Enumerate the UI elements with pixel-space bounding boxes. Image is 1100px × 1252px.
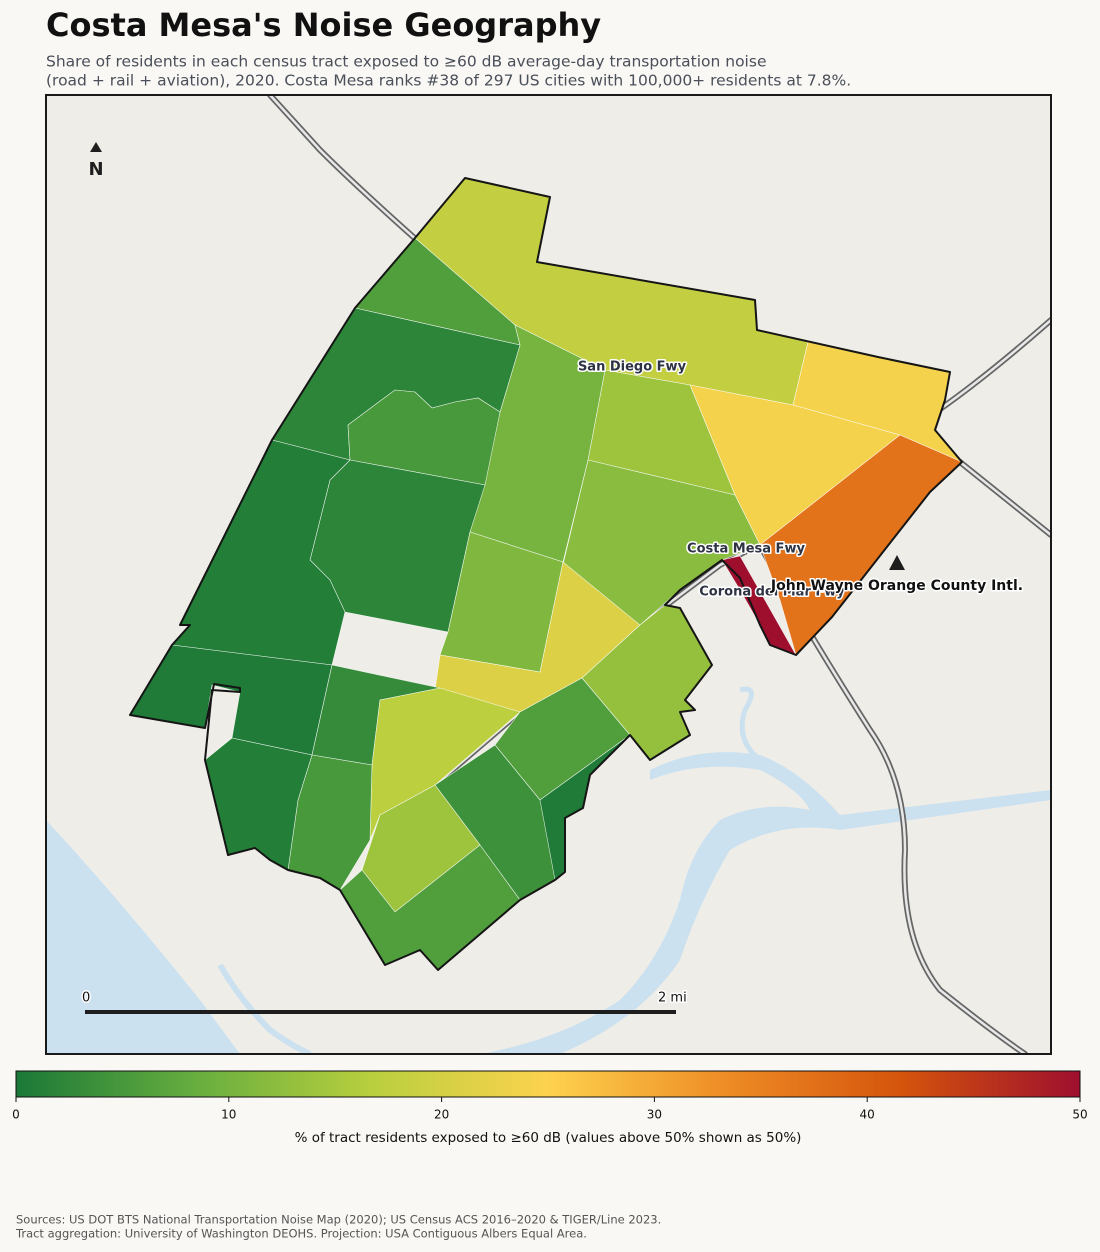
map-frame	[45, 94, 1052, 1055]
north-arrow	[90, 142, 102, 152]
colorbar-label: % of tract residents exposed to ≥60 dB (…	[295, 1130, 802, 1146]
colorbar-tick-label: 10	[221, 1108, 236, 1122]
north-label: N	[88, 159, 103, 180]
title: Costa Mesa's Noise Geography	[46, 6, 601, 44]
tracts	[129, 177, 963, 971]
source-note: Sources: US DOT BTS National Transportat…	[16, 1213, 661, 1227]
subtitle: Share of residents in each census tract …	[46, 53, 766, 71]
colorbar-ticks: 0 10 20 30 40 50	[12, 1097, 1088, 1122]
road-label: Costa Mesa Fwy	[687, 542, 805, 557]
subtitle: (road + rail + aviation), 2020. Costa Me…	[46, 72, 851, 90]
colorbar-tick-label: 40	[860, 1108, 875, 1122]
water	[46, 686, 1051, 1054]
airport-icon	[889, 555, 905, 570]
scale-label: 2 mi	[658, 991, 687, 1006]
colorbar-tick-label: 0	[12, 1108, 20, 1122]
scale-label: 0	[82, 991, 90, 1006]
colorbar	[15, 1070, 1081, 1098]
colorbar-tick-label: 50	[1072, 1108, 1087, 1122]
source-note: Tract aggregation: University of Washing…	[15, 1227, 587, 1241]
colorbar-tick-label: 30	[647, 1108, 662, 1122]
tract	[369, 687, 521, 841]
map: San Diego Fwy Costa Mesa Fwy Corona del …	[46, 95, 1051, 1054]
road-label: San Diego Fwy	[578, 360, 687, 375]
colorbar-tick-label: 20	[434, 1108, 449, 1122]
airport-label: John Wayne Orange County Intl.	[770, 578, 1023, 594]
road-label: Corona del Mar Fwy	[699, 585, 845, 600]
city-boundary	[129, 177, 963, 971]
